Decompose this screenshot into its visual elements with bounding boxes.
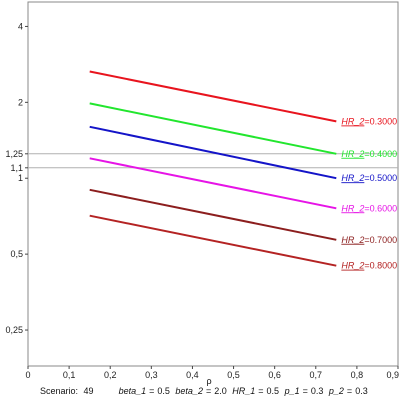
x-tick-label-1: 0,1	[63, 370, 76, 380]
series-value-1: =0.4000	[364, 149, 397, 159]
x-tick-label-6: 0,6	[268, 370, 281, 380]
x-tick-label-4: 0,4	[186, 370, 199, 380]
x-axis-label: ρ	[206, 376, 212, 386]
param-value-p-2: 0.3	[355, 386, 368, 396]
y-tick-label-4: 1,25	[5, 149, 23, 159]
y-tick-label-0: 0,25	[5, 325, 23, 335]
x-tick-label-8: 0,8	[351, 370, 364, 380]
param-value-beta-1: 0.5	[157, 386, 170, 396]
series-name-2: HR_2	[341, 173, 364, 183]
y-tick-label-5: 2	[18, 97, 23, 107]
series-label-1: HR_2=0.4000	[341, 149, 397, 159]
series-value-5: =0.8000	[364, 261, 397, 271]
series-label-2: HR_2=0.5000	[341, 173, 397, 183]
x-tick-label-2: 0,2	[104, 370, 117, 380]
series-value-0: =0.3000	[364, 116, 397, 126]
param-key-hr-1: HR_1	[232, 386, 256, 396]
param-key-p-2: p_2	[328, 386, 344, 396]
series-label-3: HR_2=0.6000	[341, 203, 397, 213]
series-label-5: HR_2=0.8000	[341, 261, 397, 271]
y-tick-label-1: 0,5	[10, 249, 23, 259]
param-value-hr-1: 0.5	[266, 386, 280, 396]
scenario-value: 49	[83, 386, 94, 396]
y-tick-label-2: 1	[18, 173, 23, 183]
series-line-1	[89, 102, 337, 155]
param-key-p-1: p_1	[284, 386, 300, 396]
series-name-4: HR_2	[341, 235, 364, 245]
series-name-0: HR_2	[341, 116, 364, 126]
y-tick-label-6: 4	[18, 21, 23, 31]
series-name-5: HR_2	[341, 261, 364, 271]
series-line-3	[89, 157, 337, 210]
x-tick-label-0: 0	[25, 370, 30, 380]
series-line-5	[89, 214, 337, 267]
series-line-4	[89, 188, 337, 241]
param-value-p-1: 0.3	[310, 386, 324, 396]
y-tick-label-3: 1,1	[10, 163, 23, 173]
series-value-4: =0.7000	[364, 235, 397, 245]
series-value-2: =0.5000	[364, 173, 397, 183]
series-value-3: =0.6000	[364, 203, 397, 213]
param-key-beta-1: beta_1	[118, 386, 147, 396]
series-name-1: HR_2	[341, 149, 364, 159]
series-line-2	[89, 125, 337, 180]
param-key-beta-2: beta_2	[175, 386, 203, 396]
series-label-4: HR_2=0.7000	[341, 235, 397, 245]
series-name-3: HR_2	[341, 203, 364, 213]
scenario-key: Scenario:	[40, 386, 79, 396]
x-tick-label-3: 0,3	[145, 370, 158, 380]
series-line-0	[89, 70, 337, 123]
x-tick-label-5: 0,5	[227, 370, 240, 380]
param-value-beta-2: 2.0	[214, 386, 227, 396]
x-tick-label-9: 0,9	[386, 370, 399, 380]
plot-frame	[27, 1, 399, 367]
x-tick-label-7: 0,7	[310, 370, 323, 380]
series-label-0: HR_2=0.3000	[341, 116, 397, 126]
scenario-footer: Scenario: 49 beta_1 = 0.5 beta_2 = 2.0 HR_1 =…	[40, 386, 368, 396]
